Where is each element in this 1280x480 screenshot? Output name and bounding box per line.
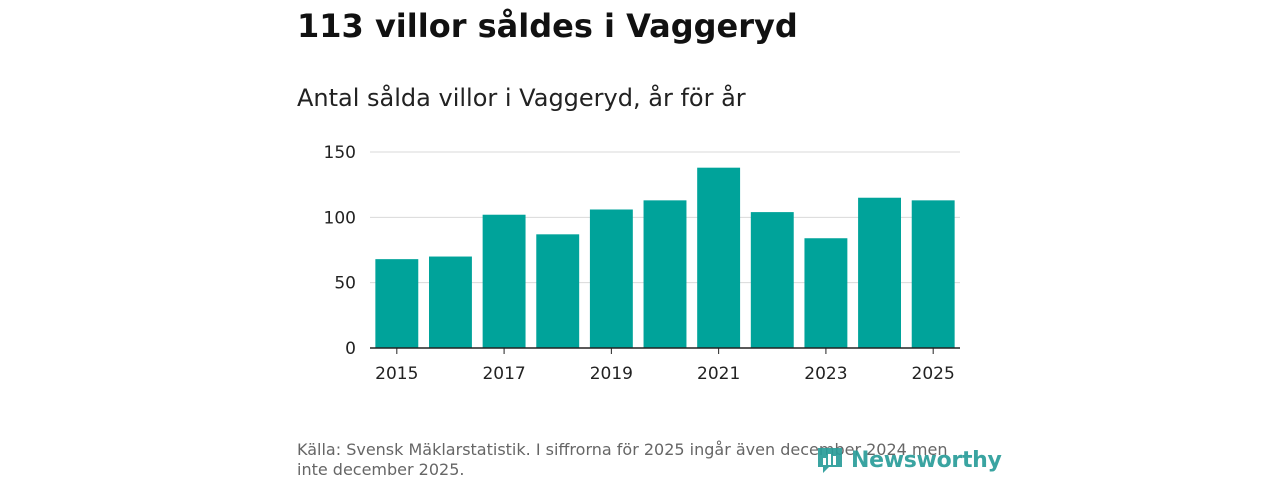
brand-name: Newsworthy — [851, 447, 1002, 473]
x-tick-label: 2025 — [912, 364, 955, 384]
bar-chart: 0 50 100 150 2015 2017 2019 2021 2023 2025 — [324, 143, 960, 384]
bar-2024 — [858, 197, 901, 348]
x-tick-label: 2017 — [482, 364, 525, 384]
brand-logo: Newsworthy — [815, 442, 1002, 478]
y-axis-ticks: 0 50 100 150 — [324, 143, 356, 359]
bars — [375, 167, 955, 348]
x-axis-ticks: 2015 2017 2019 2021 2023 2025 — [375, 348, 955, 384]
bar-chart-icon — [818, 448, 842, 473]
x-tick-label: 2023 — [804, 364, 847, 384]
bar-2021 — [697, 167, 741, 348]
bar-2015 — [375, 259, 419, 348]
x-tick-label: 2015 — [375, 364, 418, 384]
bar-2022 — [750, 212, 794, 348]
bar-2020 — [643, 200, 687, 348]
y-tick-label: 150 — [324, 143, 356, 163]
bar-2025 — [911, 200, 955, 348]
chart-title: 113 villor såldes i Vaggeryd — [297, 7, 798, 45]
bar-2016 — [429, 256, 472, 348]
x-tick-label: 2019 — [590, 364, 633, 384]
bar-2023 — [804, 238, 848, 348]
bar-2018 — [536, 234, 580, 348]
y-tick-label: 100 — [324, 208, 356, 228]
bar-2019 — [589, 209, 633, 348]
y-tick-label: 0 — [345, 339, 356, 359]
y-tick-label: 50 — [334, 274, 356, 294]
source-note: Källa: Svensk Mäklarstatistik. I siffror… — [297, 440, 948, 479]
x-tick-label: 2021 — [697, 364, 740, 384]
chart-subtitle: Antal sålda villor i Vaggeryd, år för år — [297, 84, 746, 112]
bar-2017 — [482, 214, 526, 348]
